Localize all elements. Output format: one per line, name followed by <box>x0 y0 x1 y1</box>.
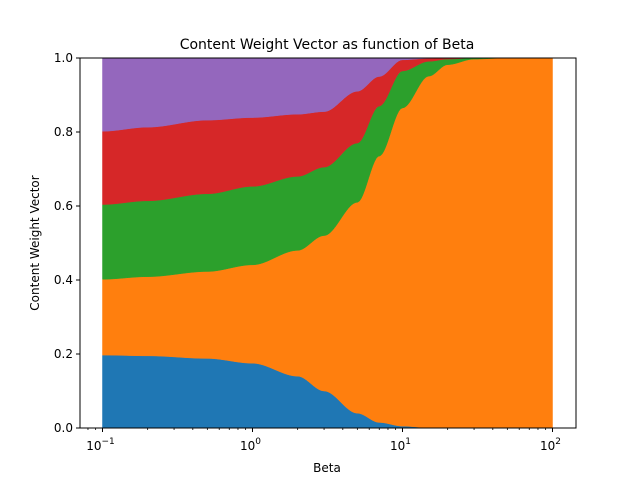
x-axis: 10−1 100 101 102 <box>86 428 561 453</box>
x-tick-label: 100 <box>240 437 261 453</box>
y-tick-label: 0.2 <box>54 347 73 361</box>
x-tick-label: 10−1 <box>86 437 115 453</box>
y-tick-label: 0.4 <box>54 273 73 287</box>
y-tick-label: 0.6 <box>54 199 73 213</box>
stacked-areas <box>102 57 553 429</box>
y-tick-label: 0.8 <box>54 125 73 139</box>
y-tick-label: 0.0 <box>54 421 73 435</box>
plot-frame <box>79 57 577 429</box>
x-tick-label: 102 <box>540 437 561 453</box>
x-tick-label: 101 <box>390 437 411 453</box>
chart-title: Content Weight Vector as function of Bet… <box>180 37 475 53</box>
x-axis-label: Beta <box>313 461 341 475</box>
y-tick-label: 1.0 <box>54 51 73 65</box>
y-axis: 0.0 0.2 0.4 0.6 0.8 1.0 <box>54 51 80 435</box>
y-axis-label: Content Weight Vector <box>28 175 42 310</box>
